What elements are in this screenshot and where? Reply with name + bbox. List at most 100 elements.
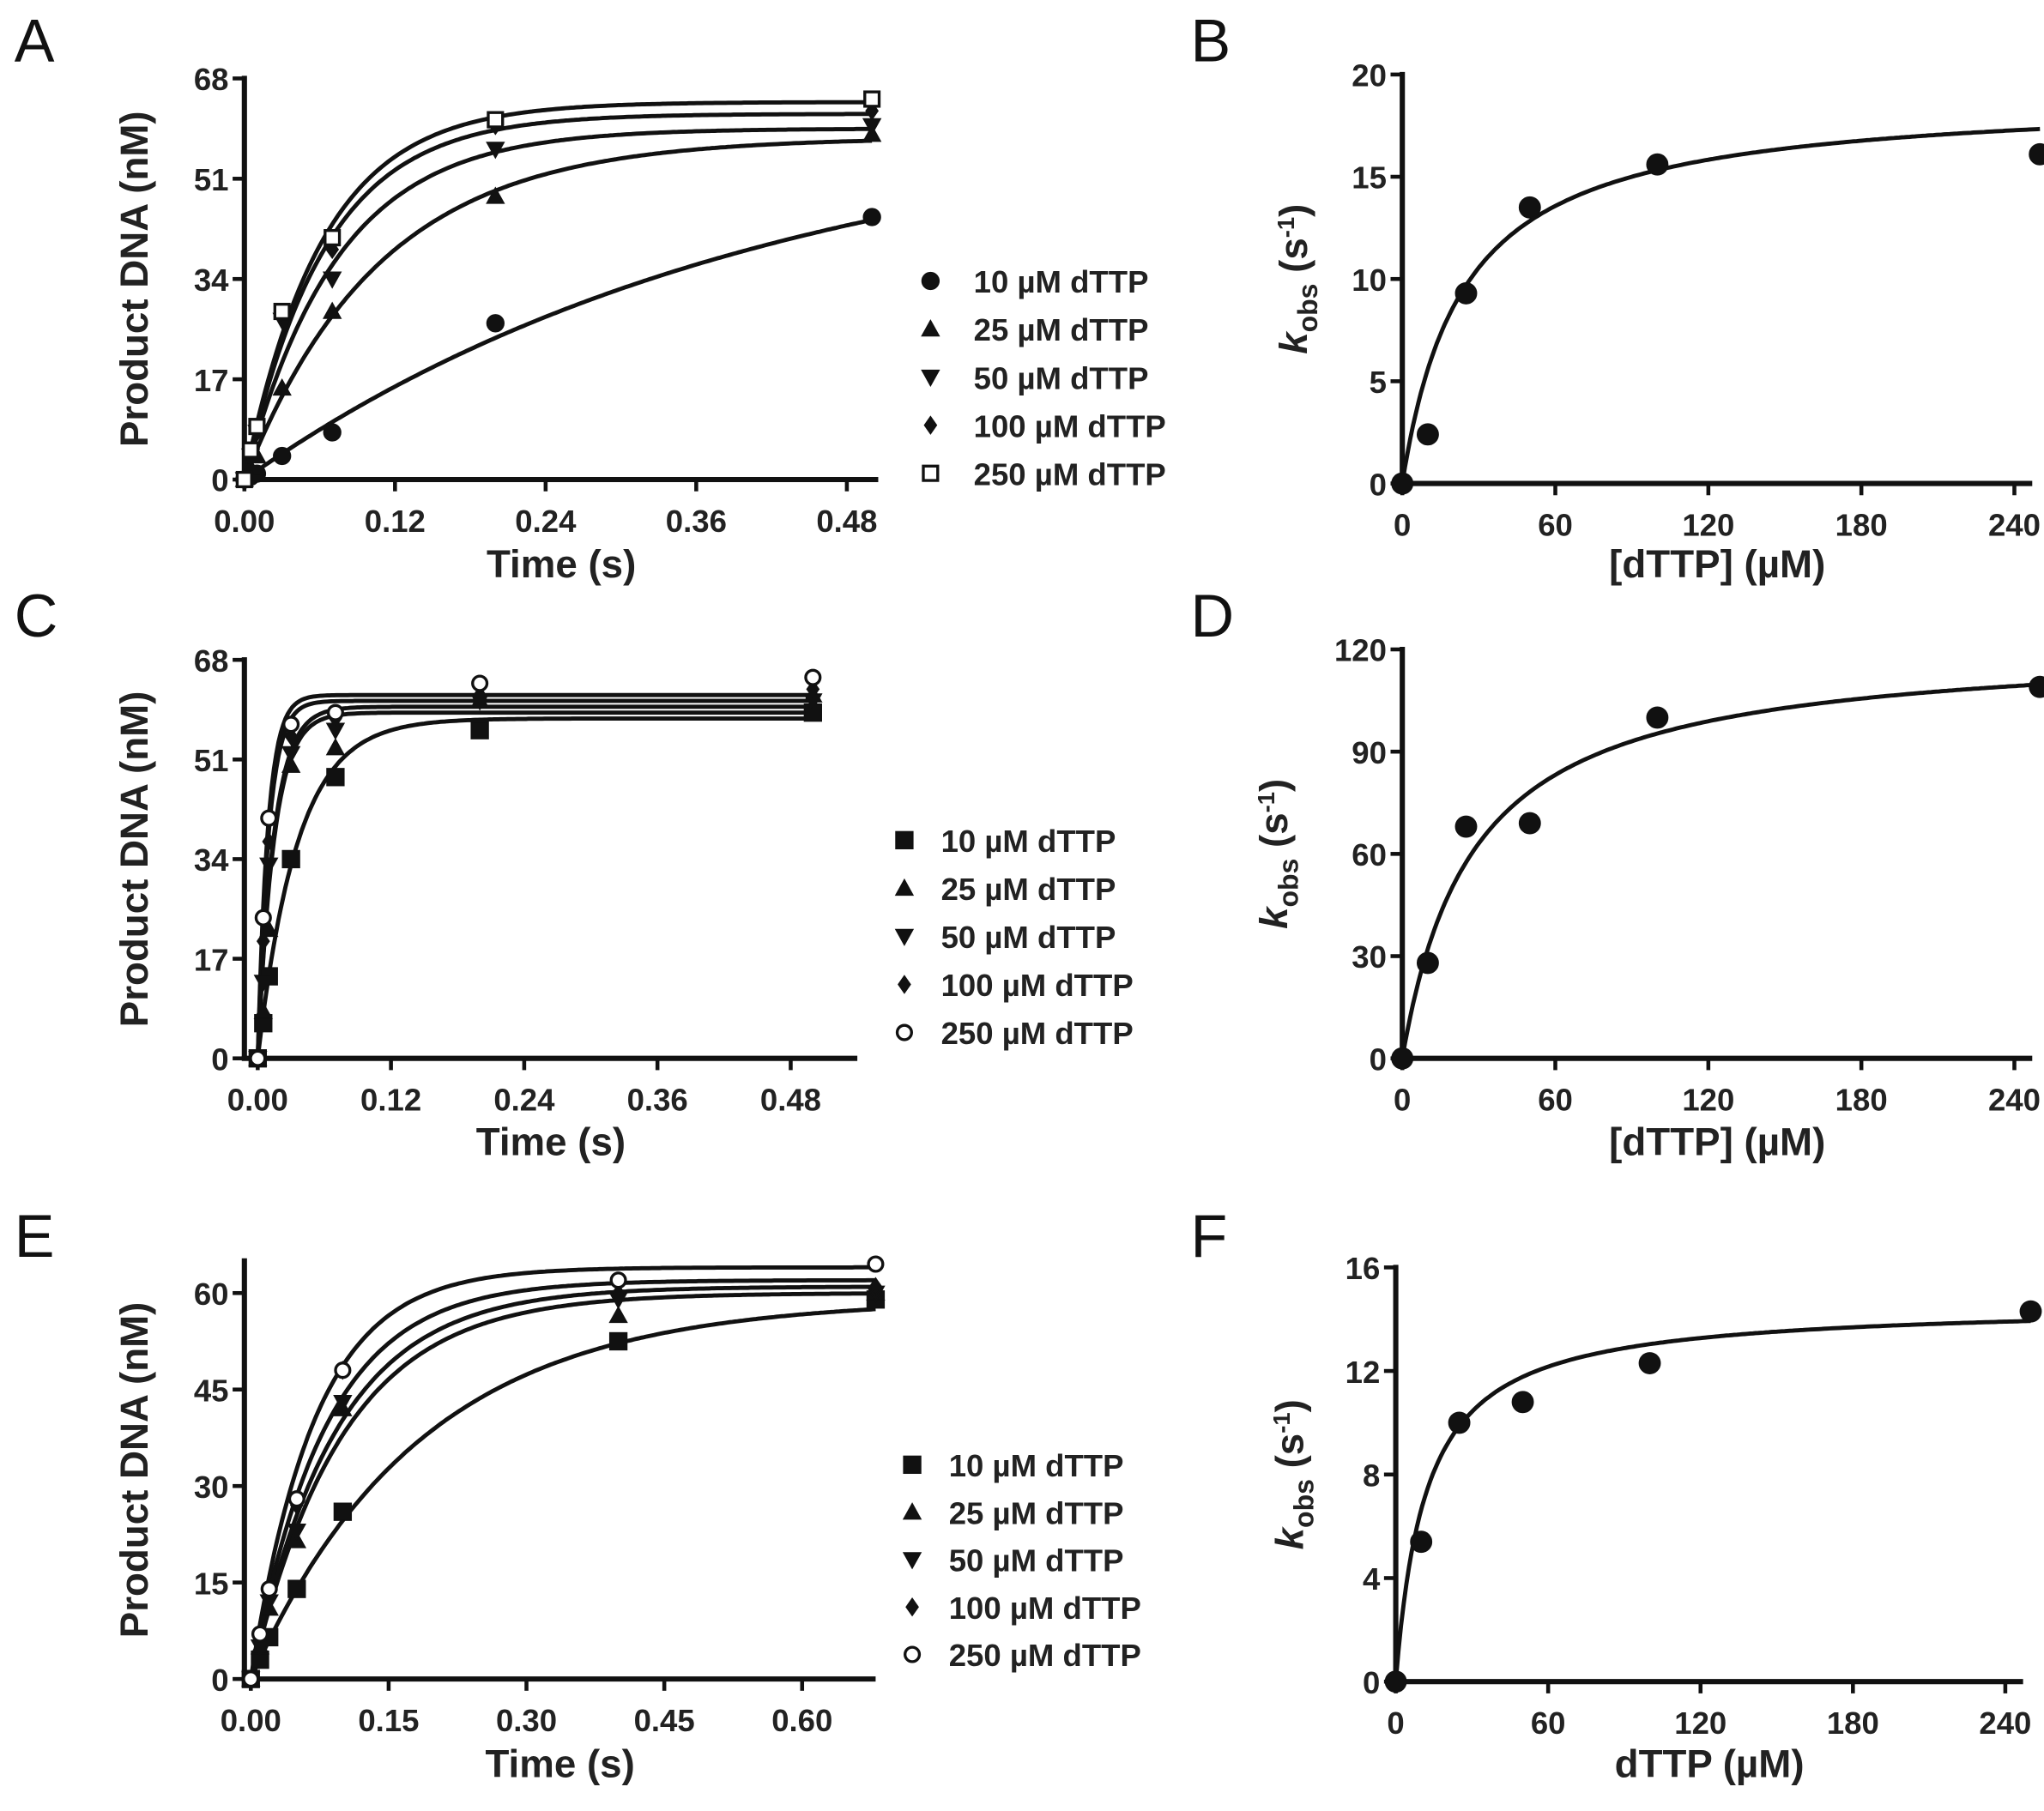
y-tick-label: 68	[194, 643, 229, 679]
y-tick-label: 5	[1370, 365, 1387, 400]
legend-marker-icon	[898, 975, 911, 994]
legend-label: 100 µM dTTP	[974, 408, 1166, 444]
data-point	[322, 271, 342, 289]
legend-item: 100 µM dTTP	[923, 408, 1166, 444]
data-point	[273, 302, 291, 321]
x-tick-label: 0.36	[666, 504, 727, 539]
legend-item: 250 µM dTTP	[895, 1016, 1134, 1051]
panel-letter: B	[1190, 8, 1231, 75]
fit-curve	[248, 1284, 876, 1680]
x-tick-label: 0.12	[360, 1083, 421, 1118]
panel-letter: C	[15, 583, 58, 649]
legend-item: 10 µM dTTP	[921, 264, 1149, 299]
legend-marker-icon	[894, 878, 915, 896]
data-point	[486, 186, 505, 204]
data-point	[2029, 142, 2044, 166]
panel-a: A 0 17 34 51 68 0.00 0.12 0.24 0.36 0.48 Time (s) Pr…	[15, 8, 1166, 587]
legend: 10 µM dTTP 25 µM dTTP 50 µM dTTP 100 µM dTT…	[894, 824, 1134, 1051]
legend-marker-icon	[905, 1597, 919, 1617]
x-tick-label: 0.24	[515, 504, 577, 539]
legend-marker-icon	[921, 319, 940, 337]
y-axis-label: Product DNA (nM)	[112, 691, 156, 1028]
data-point	[323, 423, 342, 442]
legend: 10 µM dTTP 25 µM dTTP 50 µM dTTP 100 µM dTT…	[921, 264, 1166, 492]
legend-label: 10 µM dTTP	[974, 264, 1149, 299]
data-point	[242, 1670, 260, 1688]
data-point	[324, 229, 342, 247]
panel-f: F 0 4 8 12 16 0 60 120 180 240 dTTP (µM) kobs (s-1)	[1190, 1203, 2042, 1785]
y-tick-label: 34	[194, 263, 229, 298]
x-tick-label: 0.36	[627, 1083, 688, 1118]
x-tick-label: 0.48	[816, 504, 877, 539]
data-point	[248, 418, 266, 436]
x-tick-label: 180	[1835, 1083, 1888, 1118]
legend-item: 10 µM dTTP	[903, 1448, 1124, 1483]
x-tick-label: 0.00	[227, 1083, 288, 1118]
data-point	[242, 441, 260, 459]
data-point	[249, 1049, 267, 1067]
fit-curve	[248, 1291, 876, 1680]
data-point	[325, 738, 346, 756]
legend-marker-icon	[921, 369, 940, 388]
fit-curve	[242, 138, 873, 480]
legend-item: 250 µM dTTP	[904, 1638, 1141, 1673]
y-axis-label: kobs (s-1)	[1267, 1399, 1319, 1549]
data-point	[1518, 812, 1541, 835]
legend-label: 25 µM dTTP	[941, 872, 1116, 907]
data-point	[867, 1255, 885, 1273]
data-point	[1410, 1530, 1433, 1554]
legend-item: 25 µM dTTP	[894, 872, 1116, 907]
data-point	[609, 1271, 627, 1289]
legend-label: 25 µM dTTP	[974, 312, 1149, 347]
legend-marker-icon	[923, 415, 938, 435]
y-tick-label: 0	[1370, 1041, 1387, 1077]
x-tick-label: 0	[1394, 1083, 1411, 1118]
data-point	[334, 1361, 352, 1379]
legend-marker-icon	[922, 464, 940, 482]
y-label-part: obs	[1292, 284, 1323, 333]
x-axis-label: dTTP (µM)	[1615, 1742, 1805, 1785]
data-point	[281, 746, 301, 764]
panel-e: E 0 15 30 45 60 0.00 0.15 0.30 0.45 0.60 Time (s) Pr…	[15, 1203, 1141, 1785]
y-tick-label: 17	[194, 363, 229, 398]
legend-marker-icon	[895, 830, 914, 850]
y-tick-label: 60	[1352, 837, 1387, 872]
legend-marker-icon	[902, 1552, 922, 1570]
y-tick-label: 20	[1352, 58, 1387, 94]
y-tick-label: 34	[194, 842, 229, 878]
x-axis-label: Time (s)	[476, 1120, 626, 1163]
data-point	[486, 314, 505, 333]
legend-item: 50 µM dTTP	[921, 360, 1148, 395]
panel-b: B 0 5 10 15 20 0 60 120 180 240 [dTTP] (µM) kobs (s-…	[1190, 8, 2044, 586]
legend-item: 50 µM dTTP	[902, 1543, 1124, 1579]
fit-curve	[242, 126, 873, 480]
data-point	[2029, 675, 2044, 698]
data-point	[322, 301, 342, 319]
y-label-part: -1	[1273, 217, 1299, 238]
panel-letter: F	[1190, 1203, 1227, 1270]
fit-curve	[248, 1277, 876, 1680]
data-point	[862, 118, 882, 136]
data-point	[260, 1580, 278, 1598]
data-point	[287, 1579, 306, 1598]
data-point	[260, 809, 278, 827]
y-tick-label: 0	[211, 1663, 228, 1698]
x-tick-label: 60	[1538, 507, 1573, 542]
x-axis-label: [dTTP] (µM)	[1609, 1120, 1825, 1163]
data-point	[235, 470, 253, 489]
data-point	[487, 111, 505, 129]
fit-curve	[255, 692, 813, 1059]
data-point	[333, 1502, 353, 1521]
fit-curve	[255, 710, 813, 1059]
data-point	[256, 931, 270, 951]
data-point	[326, 703, 344, 721]
x-tick-label: 240	[1979, 1705, 2031, 1741]
y-tick-label: 10	[1352, 263, 1387, 298]
data-point	[471, 674, 489, 692]
x-tick-label: 240	[1988, 1083, 2041, 1118]
legend-label: 50 µM dTTP	[941, 920, 1116, 955]
data-point	[281, 755, 301, 773]
fit-curve	[249, 1307, 876, 1681]
y-label-part: k	[1267, 1525, 1311, 1549]
legend-label: 10 µM dTTP	[941, 824, 1116, 859]
